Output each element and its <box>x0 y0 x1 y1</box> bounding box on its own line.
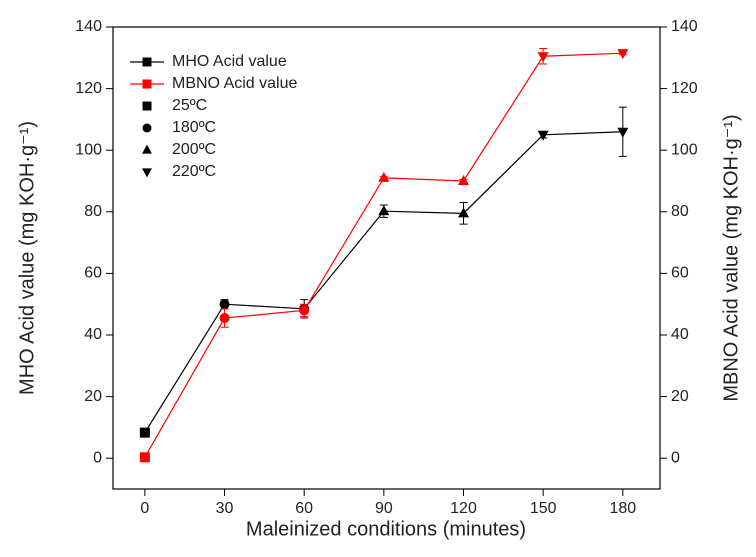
marker <box>617 49 629 60</box>
marker <box>139 452 150 463</box>
marker <box>537 52 549 63</box>
y-tick-label: 40 <box>84 326 102 343</box>
legend-marker <box>142 57 152 67</box>
y2-tick-label: 0 <box>671 449 680 466</box>
x-tick-label: 60 <box>295 500 313 517</box>
y-tick-label: 0 <box>93 449 102 466</box>
y-tick-label: 80 <box>84 203 102 220</box>
marker <box>617 127 629 138</box>
y2-tick-label: 120 <box>671 80 698 97</box>
marker <box>219 299 230 310</box>
y2-tick-label: 40 <box>671 326 689 343</box>
marker <box>458 175 470 185</box>
x-axis-label: Maleinized conditions (minutes) <box>246 518 526 540</box>
marker <box>378 171 390 182</box>
marker <box>219 313 230 324</box>
legend-marker <box>142 123 152 133</box>
y2-tick-label: 140 <box>671 18 698 35</box>
marker <box>139 427 150 438</box>
y-axis-label: MHO Acid value (mg KOH·g⁻¹) <box>16 121 38 395</box>
x-tick-label: 90 <box>375 500 393 517</box>
y-tick-label: 140 <box>75 18 102 35</box>
x-tick-label: 120 <box>450 500 477 517</box>
marker <box>299 305 310 316</box>
series-line <box>144 52 623 458</box>
legend-marker <box>142 79 152 89</box>
legend-marker <box>142 144 152 154</box>
y-tick-label: 20 <box>84 388 102 405</box>
legend-marker <box>142 168 152 178</box>
legend-marker <box>142 101 152 111</box>
y-tick-label: 60 <box>84 265 102 282</box>
y2-tick-label: 20 <box>671 388 689 405</box>
y-tick-label: 100 <box>75 141 102 158</box>
y2-axis-label: MBNO Acid value (mg KOH·g⁻¹) <box>720 114 742 401</box>
legend-label: 180ºC <box>172 119 216 136</box>
y-tick-label: 120 <box>75 80 102 97</box>
marker <box>537 130 549 141</box>
plot-frame <box>112 26 661 490</box>
marker <box>378 205 390 216</box>
legend-label: 200ºC <box>172 141 216 158</box>
y2-tick-label: 100 <box>671 141 698 158</box>
x-tick-label: 30 <box>216 500 234 517</box>
x-tick-label: 180 <box>609 500 636 517</box>
legend-label: MHO Acid value <box>172 53 287 70</box>
legend-label: MBNO Acid value <box>172 75 297 92</box>
marker <box>458 207 470 218</box>
x-tick-label: 150 <box>530 500 557 517</box>
x-tick-label: 0 <box>140 500 149 517</box>
legend-label: 220ºC <box>172 163 216 180</box>
legend-label: 25ºC <box>172 97 207 114</box>
y2-tick-label: 80 <box>671 203 689 220</box>
y2-tick-label: 60 <box>671 265 689 282</box>
